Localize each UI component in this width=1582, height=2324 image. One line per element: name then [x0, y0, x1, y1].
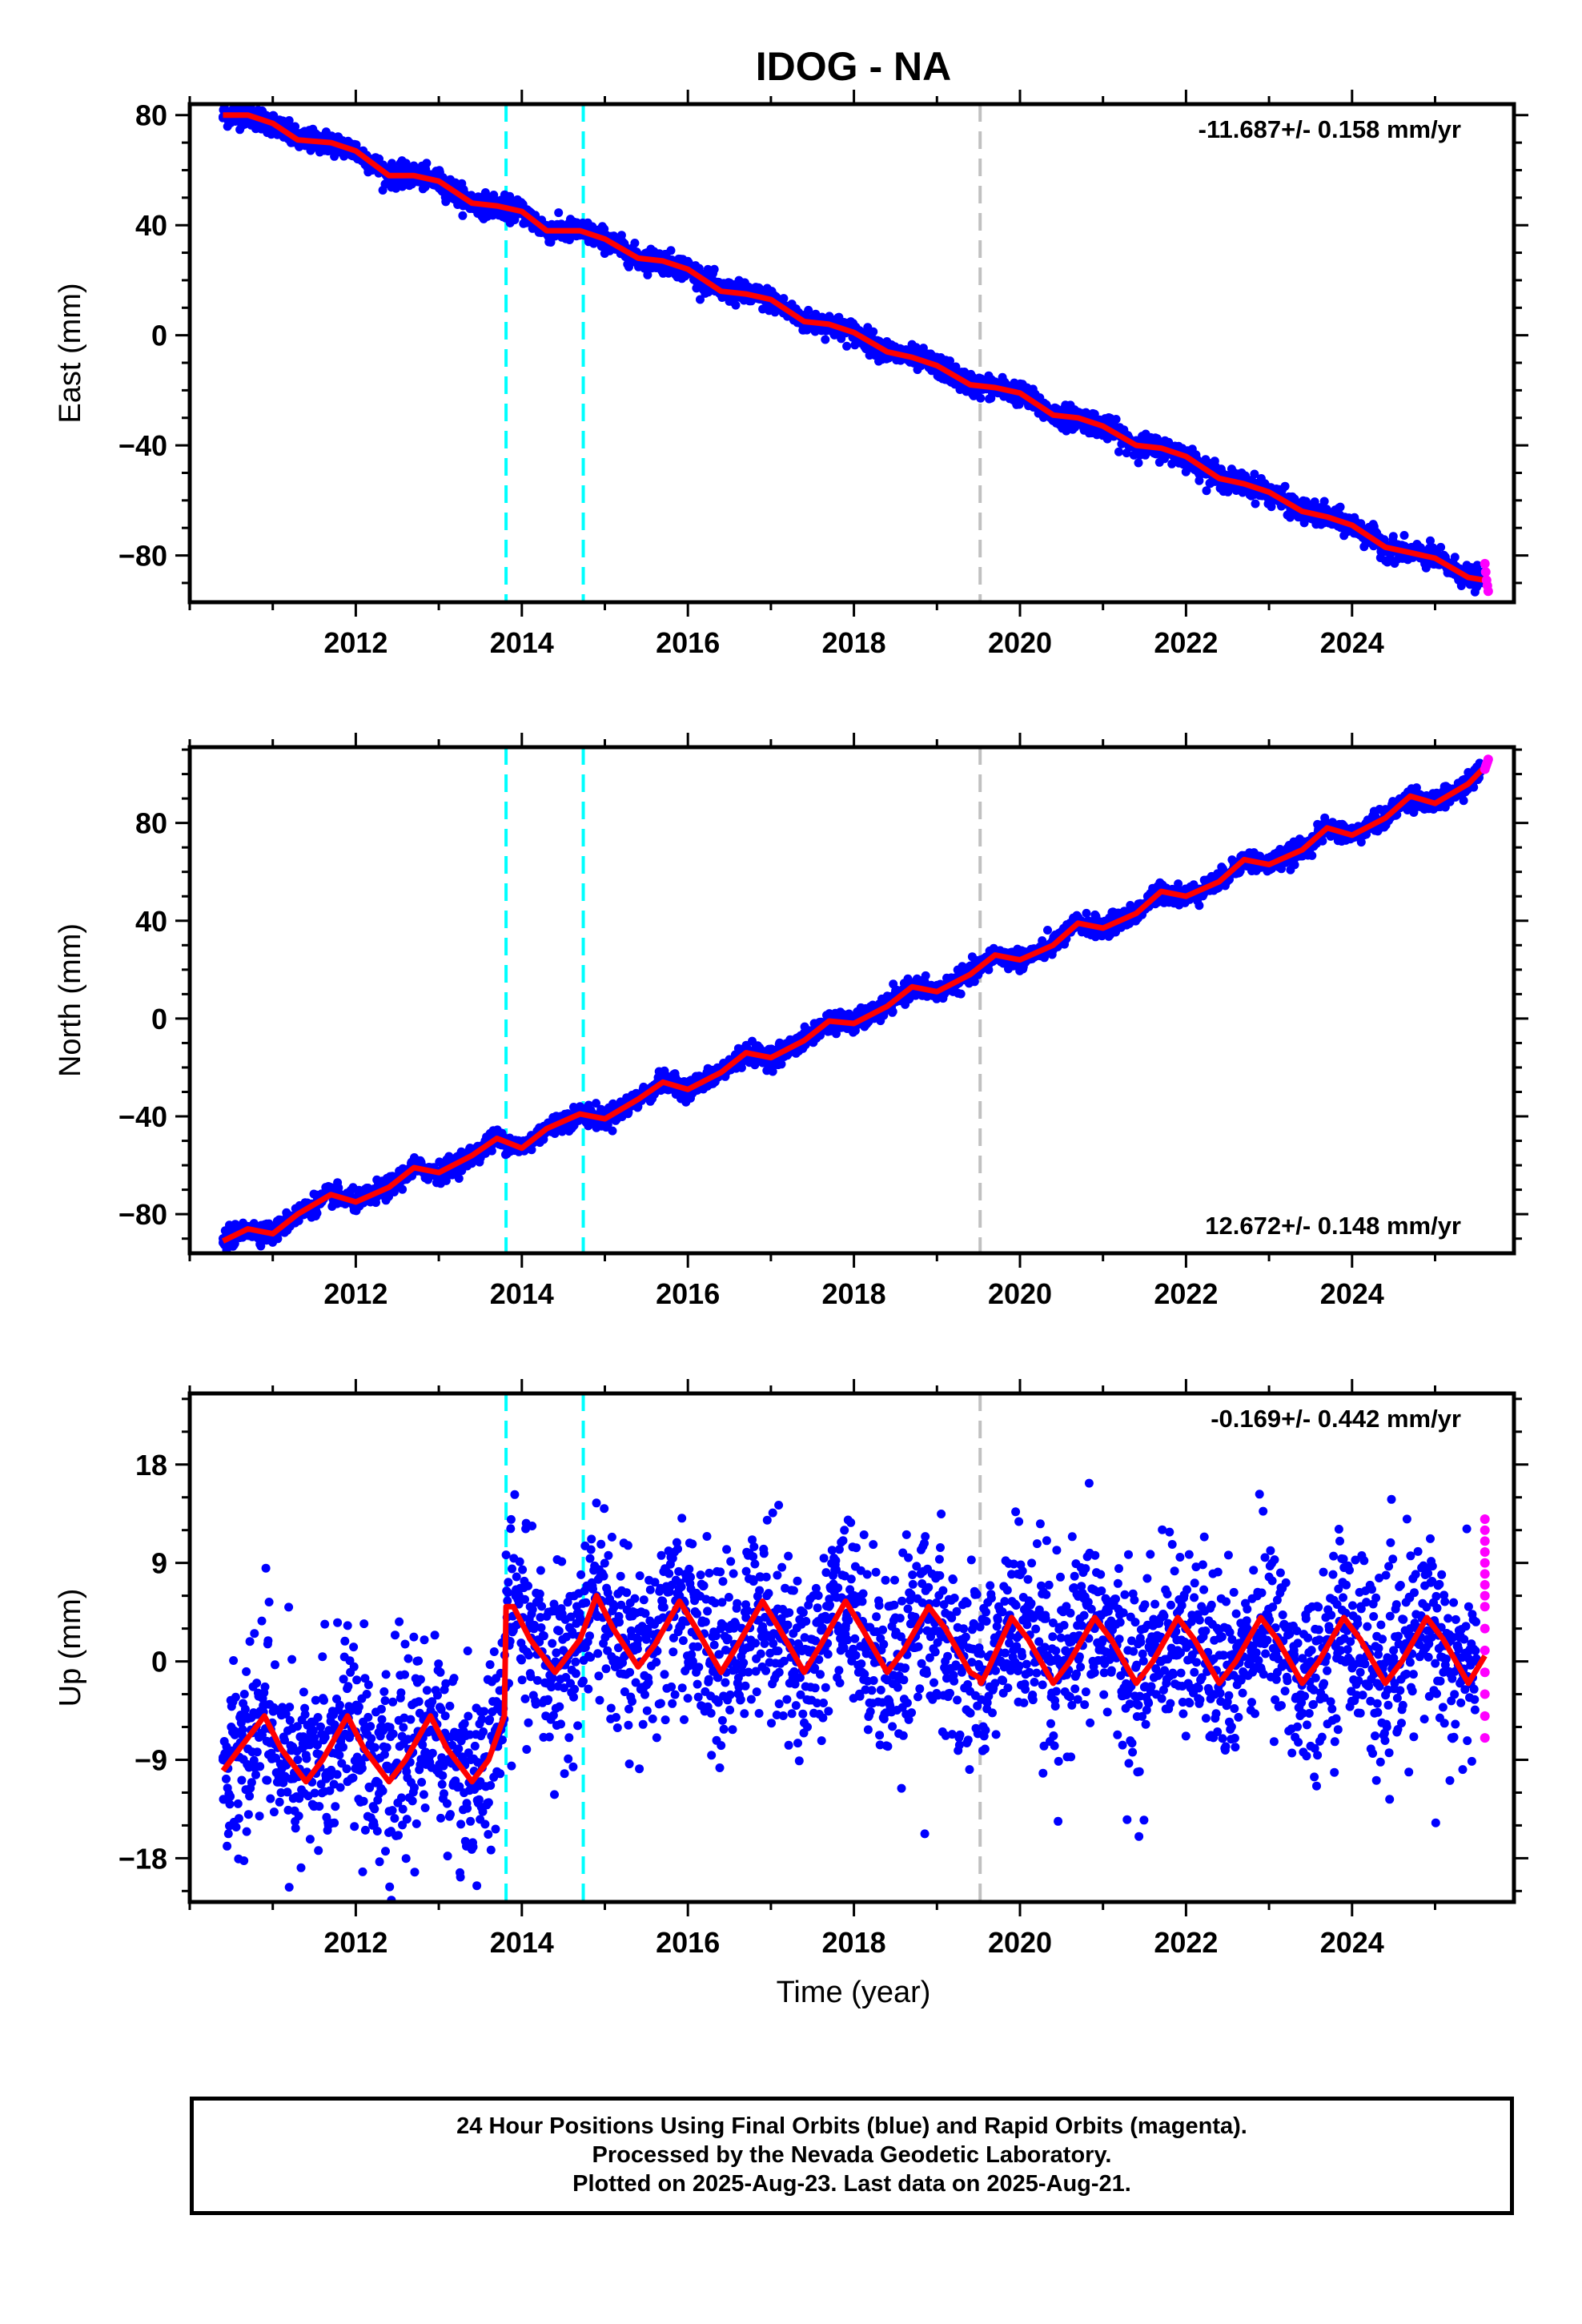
y-tick-label: 0: [151, 320, 167, 352]
x-tick-label: 2014: [490, 626, 554, 659]
data-point: [643, 270, 652, 279]
plot-frame: [187, 102, 1516, 605]
data-point: [1426, 536, 1435, 545]
data-point: [1399, 531, 1409, 540]
final-orbit-points: [218, 758, 1486, 1253]
data-point: [1082, 908, 1091, 918]
x-tick-label: 2020: [988, 626, 1052, 659]
data-point: [768, 1067, 777, 1076]
rapid-point: [1483, 586, 1493, 597]
x-tick-label: 2022: [1154, 626, 1218, 659]
data-point: [398, 1184, 408, 1194]
data-point: [821, 335, 830, 344]
east-panel: 2012 2014 2016 2018 2020 2022 2024 80 40 0 −40 −80 E…: [54, 90, 1528, 659]
data-point: [1280, 481, 1290, 491]
rapid-point: [1480, 558, 1490, 569]
data-point: [946, 356, 954, 366]
data-point: [1134, 458, 1143, 468]
data-point: [1114, 447, 1123, 456]
data-point: [976, 393, 986, 403]
data-point: [777, 1059, 786, 1069]
y-axis-label: East (mm): [54, 283, 87, 423]
data-point: [921, 971, 930, 980]
data-point: [291, 122, 300, 131]
data-point: [557, 1127, 567, 1136]
data-point: [1174, 879, 1183, 889]
data-point: [956, 989, 966, 999]
y-tick-label: −80: [118, 540, 167, 573]
data-point: [398, 182, 408, 191]
plot-area: [218, 104, 1493, 602]
velocity-label: -11.687+/- 0.158 mm/yr: [1199, 115, 1461, 143]
data-point: [458, 211, 468, 220]
data-point: [1388, 532, 1398, 541]
y-tick-label: 80: [135, 99, 167, 132]
data-point: [422, 159, 432, 168]
data-point: [737, 1063, 746, 1072]
model-line: [223, 112, 1486, 583]
data-point: [1043, 926, 1052, 935]
data-point: [869, 327, 878, 336]
data-point: [1436, 542, 1446, 552]
data-point: [312, 1208, 322, 1218]
rapid-orbit-points: [1480, 558, 1493, 597]
chart-title: IDOG - NA: [756, 44, 951, 89]
data-point: [527, 1145, 536, 1155]
data-point: [1319, 497, 1329, 506]
data-point: [696, 295, 705, 304]
data-point: [256, 1241, 266, 1251]
data-point: [616, 231, 626, 240]
data-point: [1335, 502, 1345, 512]
data-point: [842, 341, 852, 351]
data-point: [454, 1174, 464, 1183]
data-point: [630, 239, 640, 247]
plot-area: [218, 747, 1493, 1253]
data-point: [888, 1007, 897, 1016]
data-point: [420, 183, 430, 191]
x-tick-label: 2012: [323, 626, 387, 659]
north-panel: 2012 2014 2016 2018 2020 2022 202480400−40−80N…: [54, 733, 1528, 1310]
data-point: [1472, 561, 1482, 570]
data-point: [487, 1146, 496, 1156]
data-point: [608, 1126, 617, 1136]
data-point: [1111, 415, 1121, 424]
data-point: [1202, 486, 1211, 496]
data-point: [804, 305, 813, 315]
data-point: [1122, 448, 1131, 458]
data-point: [666, 246, 676, 255]
data-point: [731, 300, 741, 310]
data-point: [970, 977, 979, 987]
data-point: [832, 1029, 841, 1039]
x-tick-label: 2016: [656, 626, 720, 659]
data-point: [918, 344, 928, 353]
data-point: [1250, 469, 1259, 479]
data-point: [779, 294, 789, 304]
data-point: [284, 116, 294, 125]
x-tick-label: 2024: [1320, 626, 1384, 659]
data-point: [709, 264, 719, 274]
data-point: [554, 208, 564, 218]
data-point: [1267, 502, 1276, 512]
rapid-point: [1480, 567, 1491, 577]
data-point: [958, 962, 967, 971]
data-point: [1450, 553, 1460, 562]
data-point: [441, 197, 451, 207]
data-point: [592, 1099, 600, 1108]
data-point: [441, 1176, 451, 1185]
data-point: [624, 262, 633, 271]
y-tick-label: −40: [118, 429, 167, 462]
y-tick-label: 40: [135, 209, 167, 242]
x-tick-label: 2018: [822, 626, 886, 659]
data-point: [1251, 499, 1260, 509]
